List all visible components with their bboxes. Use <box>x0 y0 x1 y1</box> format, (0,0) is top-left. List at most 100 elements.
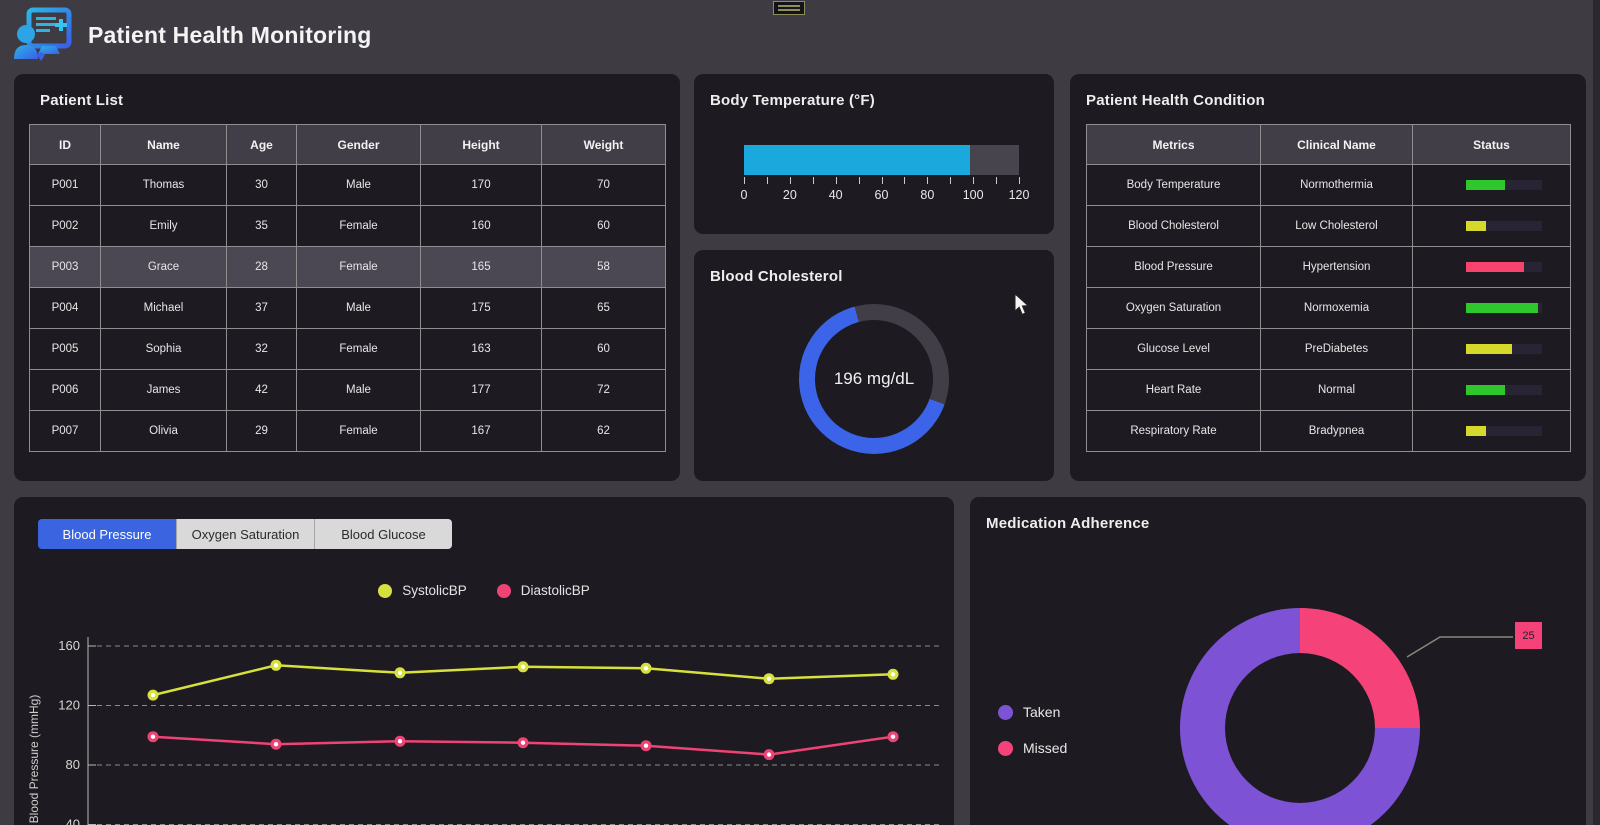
temperature-axis-ticks <box>744 177 1020 185</box>
body-temperature-title: Body Temperature (°F) <box>710 92 875 109</box>
axis-tick-label: 20 <box>782 188 797 202</box>
table-row[interactable]: P003 Grace 28 Female 165 58 <box>29 246 666 288</box>
table-row[interactable]: P001 Thomas 30 Male 170 70 <box>29 164 666 206</box>
table-row[interactable]: P004 Michael 37 Male 175 65 <box>29 287 666 329</box>
tab-blood-pressure[interactable]: Blood Pressure <box>38 519 176 549</box>
table-row[interactable]: Respiratory Rate Bradypnea <box>1086 410 1571 452</box>
app-header: Patient Health Monitoring <box>0 0 1600 72</box>
column-header[interactable]: Clinical Name <box>1260 124 1413 165</box>
table-cell: 167 <box>420 410 542 452</box>
temperature-gauge-track[interactable] <box>744 145 1019 175</box>
status-bar <box>1466 180 1505 190</box>
table-cell: 62 <box>541 410 666 452</box>
table-cell: Grace <box>100 246 227 288</box>
column-header[interactable]: Gender <box>296 124 421 165</box>
table-row[interactable]: Body Temperature Normothermia <box>1086 164 1571 206</box>
table-cell: P003 <box>29 246 101 288</box>
patient-table: ID Name Age Gender Height Weight P001 Thomas 30… <box>29 124 666 452</box>
clinical-name-cell: Hypertension <box>1260 246 1413 288</box>
status-cell <box>1412 164 1571 206</box>
legend-label: Missed <box>1023 740 1068 756</box>
legend-item[interactable]: DiastolicBP <box>496 583 590 598</box>
table-row[interactable]: P005 Sophia 32 Female 163 60 <box>29 328 666 370</box>
legend-dot-icon <box>998 740 1013 756</box>
table-row[interactable]: Heart Rate Normal <box>1086 369 1571 411</box>
status-cell <box>1412 328 1571 370</box>
table-row[interactable]: Glucose Level PreDiabetes <box>1086 328 1571 370</box>
axis-tick <box>789 177 791 184</box>
table-row[interactable]: Blood Cholesterol Low Cholesterol <box>1086 205 1571 247</box>
axis-tick-label: 120 <box>1008 188 1030 202</box>
table-row[interactable]: P007 Olivia 29 Female 167 62 <box>29 410 666 452</box>
tab-blood-glucose[interactable]: Blood Glucose <box>314 519 452 549</box>
blood-cholesterol-title: Blood Cholesterol <box>710 268 843 285</box>
table-cell: 58 <box>541 246 666 288</box>
table-row[interactable]: P006 James 42 Male 177 72 <box>29 369 666 411</box>
axis-tick-label: 60 <box>874 188 889 202</box>
blood-cholesterol-card: Blood Cholesterol 196 mg/dL <box>694 250 1054 481</box>
column-header[interactable]: Height <box>420 124 542 165</box>
status-bar <box>1466 426 1486 436</box>
axis-tick <box>973 177 975 184</box>
column-header[interactable]: Name <box>100 124 227 165</box>
table-cell: 163 <box>420 328 542 370</box>
status-cell <box>1412 287 1571 329</box>
status-bar-track <box>1466 180 1542 190</box>
table-row[interactable]: Oxygen Saturation Normoxemia <box>1086 287 1571 329</box>
table-cell: Sophia <box>100 328 227 370</box>
tab-oxygen-saturation[interactable]: Oxygen Saturation <box>176 519 314 549</box>
bp-chart-legend: SystolicBP DiastolicBP <box>14 583 954 598</box>
table-cell: 160 <box>420 205 542 247</box>
table-cell: P007 <box>29 410 101 452</box>
status-bar <box>1466 262 1524 272</box>
cholesterol-value: 196 mg/dL <box>833 369 915 388</box>
column-header[interactable]: Age <box>226 124 297 165</box>
metric-cell: Body Temperature <box>1086 164 1261 206</box>
legend-label: DiastolicBP <box>520 583 590 598</box>
vitals-chart-card: Blood Pressure Oxygen Saturation Blood Glu… <box>14 497 954 825</box>
collapsed-filter-handle[interactable] <box>773 1 805 15</box>
legend-item[interactable]: Missed <box>998 740 1067 756</box>
status-bar <box>1466 221 1486 231</box>
svg-text:40: 40 <box>66 817 80 825</box>
table-row[interactable]: P002 Emily 35 Female 160 60 <box>29 205 666 247</box>
metric-cell: Blood Pressure <box>1086 246 1261 288</box>
column-header[interactable]: Status <box>1412 124 1571 165</box>
mouse-cursor <box>1014 293 1030 316</box>
status-cell <box>1412 410 1571 452</box>
table-cell: Female <box>296 410 421 452</box>
column-header[interactable]: Weight <box>541 124 666 165</box>
table-cell: Male <box>296 369 421 411</box>
legend-dot-icon <box>496 583 511 598</box>
legend-item[interactable]: SystolicBP <box>378 583 467 598</box>
missed-data-label: 25 <box>1515 622 1542 649</box>
svg-text:Blood Pressure (mmHg): Blood Pressure (mmHg) <box>27 695 41 824</box>
blood-pressure-line-chart[interactable]: 160 120 80 40 Blood Pressure (mmHg) <box>14 497 954 825</box>
axis-tick <box>881 177 883 184</box>
axis-tick <box>904 177 906 184</box>
table-cell: 30 <box>226 164 297 206</box>
medication-donut-hole <box>1225 653 1375 803</box>
table-cell: Olivia <box>100 410 227 452</box>
status-bar-track <box>1466 262 1542 272</box>
table-cell: Male <box>296 287 421 329</box>
table-cell: 28 <box>226 246 297 288</box>
axis-tick-label: 40 <box>828 188 843 202</box>
clinical-name-cell: Normothermia <box>1260 164 1413 206</box>
table-cell: Female <box>296 246 421 288</box>
table-row[interactable]: Blood Pressure Hypertension <box>1086 246 1571 288</box>
clinical-name-cell: Normal <box>1260 369 1413 411</box>
legend-label: SystolicBP <box>402 583 467 598</box>
medication-title: Medication Adherence <box>986 515 1150 532</box>
status-bar-track <box>1466 221 1542 231</box>
legend-item[interactable]: Taken <box>998 704 1067 720</box>
column-header[interactable]: Metrics <box>1086 124 1261 165</box>
axis-tick <box>835 177 837 184</box>
legend-label: Taken <box>1023 704 1061 720</box>
medication-legend: Taken Missed <box>998 704 1067 756</box>
column-header[interactable]: ID <box>29 124 101 165</box>
axis-tick <box>1019 177 1020 184</box>
legend-dot-icon <box>378 583 393 598</box>
table-cell: P004 <box>29 287 101 329</box>
patient-monitoring-icon <box>14 7 72 61</box>
